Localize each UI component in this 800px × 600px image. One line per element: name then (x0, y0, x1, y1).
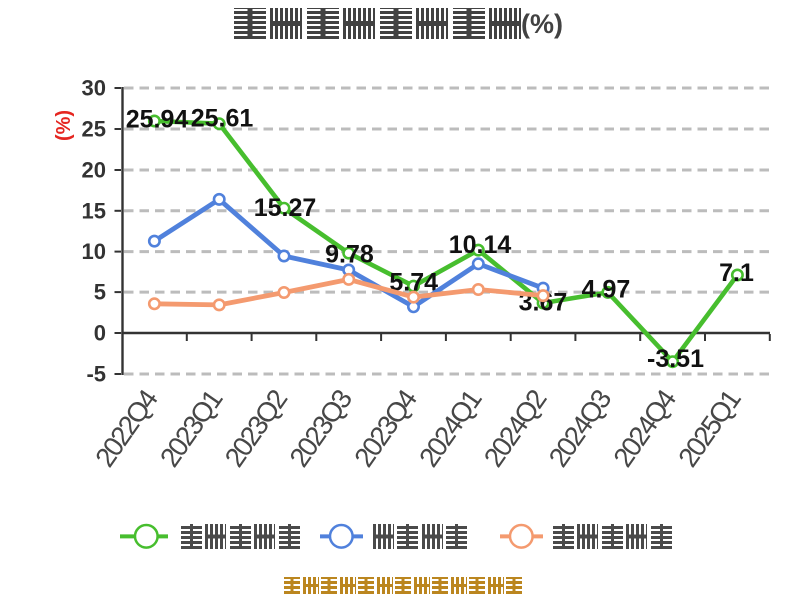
svg-text:7.1: 7.1 (719, 259, 754, 287)
svg-text:-3.51: -3.51 (647, 345, 704, 373)
svg-text:2024Q3: 2024Q3 (542, 384, 617, 473)
svg-text:30: 30 (82, 76, 106, 101)
svg-text:2023Q3: 2023Q3 (283, 384, 358, 473)
svg-text:2023Q4: 2023Q4 (348, 384, 423, 473)
svg-text:10: 10 (82, 239, 106, 264)
svg-text:(%): (%) (53, 110, 75, 141)
svg-text:0: 0 (94, 321, 106, 346)
svg-text:4.97: 4.97 (582, 276, 631, 304)
svg-text:2024Q2: 2024Q2 (478, 385, 552, 473)
svg-text:2023Q2: 2023Q2 (218, 385, 292, 473)
svg-text:2024Q1: 2024Q1 (413, 385, 487, 473)
svg-text:5: 5 (94, 280, 106, 305)
svg-text:15.27: 15.27 (254, 194, 317, 222)
svg-text:25.61: 25.61 (191, 105, 254, 133)
svg-text:10.14: 10.14 (449, 231, 512, 259)
svg-text:25: 25 (82, 117, 106, 142)
svg-text:2022Q4: 2022Q4 (89, 384, 164, 473)
svg-text:25.94: 25.94 (126, 106, 189, 134)
svg-text:20: 20 (82, 158, 106, 183)
svg-text:2025Q1: 2025Q1 (672, 385, 746, 473)
svg-text:15: 15 (82, 198, 106, 223)
svg-text:-5: -5 (86, 362, 106, 387)
svg-text:2024Q4: 2024Q4 (607, 384, 682, 473)
svg-text:2023Q1: 2023Q1 (154, 385, 228, 473)
